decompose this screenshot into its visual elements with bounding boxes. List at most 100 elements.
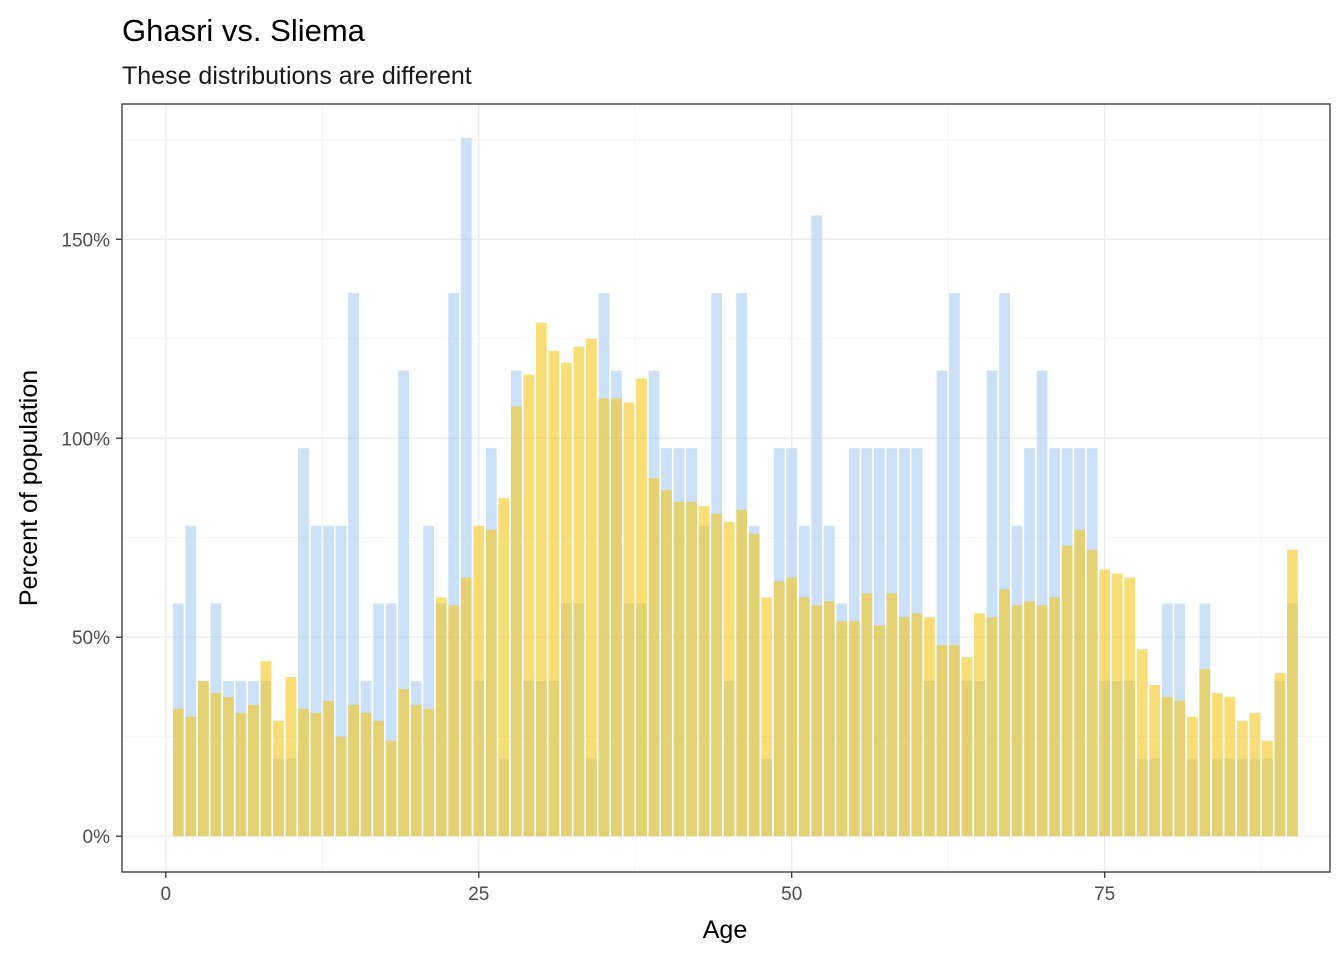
- bar-series-2-age-81: [1174, 700, 1186, 837]
- bar-series-2-age-18: [385, 740, 397, 837]
- bar-series-2-age-87: [1249, 712, 1261, 837]
- bar-series-2-age-50: [786, 577, 798, 837]
- bar-series-2-age-1: [172, 708, 184, 837]
- bar-series-1-age-24: [460, 137, 472, 837]
- bar-series-2-age-32: [561, 362, 572, 837]
- bar-series-2-age-17: [373, 720, 385, 837]
- bar-series-2-age-75: [1099, 569, 1111, 837]
- bar-series-2-age-45: [723, 521, 735, 837]
- bar-series-2-age-3: [197, 680, 209, 837]
- bar-series-2-age-5: [223, 696, 234, 837]
- bar-series-2-age-22: [435, 597, 447, 837]
- bar-series-2-age-15: [348, 704, 359, 837]
- bar-series-2-age-60: [911, 613, 923, 837]
- bar-series-2-age-14: [335, 736, 347, 837]
- bar-series-2-age-6: [235, 712, 247, 837]
- chart-title: Ghasri vs. Sliema: [122, 13, 366, 48]
- bar-series-2-age-35: [598, 398, 610, 837]
- bar-series-2-age-70: [1036, 605, 1048, 837]
- bar-series-2-age-39: [648, 478, 660, 837]
- bar-series-2-age-38: [636, 378, 647, 837]
- bar-series-2-age-4: [210, 692, 222, 837]
- bar-series-2-age-76: [1111, 573, 1123, 837]
- bar-series-1-age-13: [323, 525, 334, 837]
- bar-series-2-age-21: [423, 708, 435, 837]
- bar-series-2-age-80: [1161, 696, 1173, 837]
- bar-series-2-age-54: [836, 621, 848, 837]
- chart-subtitle: These distributions are different: [122, 62, 472, 90]
- bar-series-2-age-26: [485, 529, 497, 837]
- bar-series-2-age-53: [823, 601, 835, 837]
- bar-series-2-age-83: [1199, 669, 1211, 837]
- bar-series-1-age-21: [423, 525, 435, 837]
- bar-series-2-age-69: [1024, 601, 1035, 837]
- bars: [172, 137, 1298, 837]
- bar-series-2-age-78: [1136, 649, 1148, 837]
- bar-series-2-age-90: [1287, 549, 1298, 837]
- x-tick-label: 25: [468, 884, 489, 905]
- x-tick-label: 75: [1094, 884, 1115, 905]
- x-axis-title: Age: [703, 916, 747, 944]
- bar-series-2-age-23: [448, 605, 460, 837]
- y-tick-label: 50%: [72, 628, 110, 649]
- bar-series-2-age-20: [410, 704, 422, 837]
- bar-series-2-age-51: [798, 597, 810, 837]
- bar-series-1-age-67: [999, 293, 1010, 837]
- bar-series-1-age-15: [348, 293, 359, 837]
- bar-series-2-age-56: [861, 593, 873, 837]
- bar-series-2-age-7: [248, 704, 259, 837]
- bar-series-2-age-30: [535, 322, 547, 837]
- bar-series-2-age-44: [711, 513, 722, 837]
- bar-series-2-age-71: [1049, 597, 1060, 837]
- bar-series-2-age-63: [949, 645, 960, 837]
- bar-series-1-age-52: [811, 215, 823, 837]
- bar-series-2-age-88: [1262, 740, 1273, 837]
- bar-series-2-age-67: [999, 589, 1010, 837]
- bar-series-1-age-70: [1036, 370, 1048, 837]
- bar-series-1-age-12: [310, 525, 322, 837]
- y-tick-label: 0%: [83, 827, 111, 848]
- bar-series-2-age-66: [986, 617, 998, 837]
- bar-series-2-age-41: [673, 501, 685, 837]
- bar-series-2-age-46: [736, 509, 748, 837]
- bar-series-1-age-2: [185, 525, 197, 837]
- bar-series-2-age-33: [573, 346, 585, 837]
- bar-series-2-age-2: [185, 716, 197, 837]
- bar-series-2-age-34: [586, 338, 597, 837]
- bar-series-2-age-36: [611, 398, 622, 837]
- axis-ticks: 0 25 50 75 0% 50% 100% 150%: [61, 230, 1115, 905]
- y-tick-label: 100%: [61, 429, 110, 450]
- bar-series-2-age-82: [1186, 716, 1198, 837]
- bar-series-2-age-27: [498, 497, 510, 837]
- bar-series-1-age-14: [335, 525, 347, 837]
- bar-series-2-age-19: [398, 688, 410, 837]
- bar-series-2-age-77: [1124, 577, 1136, 837]
- bar-series-1-age-11: [298, 448, 309, 837]
- bar-series-2-age-9: [273, 720, 284, 837]
- bar-series-1-age-66: [986, 370, 998, 837]
- bar-series-2-age-11: [298, 708, 309, 837]
- bar-series-1-age-18: [385, 603, 397, 837]
- bar-series-2-age-43: [698, 505, 710, 837]
- bar-series-2-age-57: [873, 625, 885, 837]
- bar-series-2-age-16: [360, 712, 372, 837]
- bar-series-2-age-84: [1211, 692, 1223, 837]
- bar-series-2-age-52: [811, 605, 823, 837]
- bar-series-2-age-58: [886, 593, 898, 837]
- bar-series-2-age-40: [661, 489, 672, 837]
- bar-series-2-age-28: [510, 406, 522, 837]
- bar-series-2-age-55: [848, 621, 860, 837]
- bar-series-2-age-59: [899, 617, 910, 837]
- bar-series-2-age-64: [961, 657, 973, 837]
- bar-series-2-age-65: [974, 613, 985, 837]
- bar-series-2-age-25: [473, 525, 485, 837]
- bar-series-2-age-37: [623, 402, 635, 837]
- bar-series-2-age-47: [748, 533, 760, 837]
- bar-series-2-age-10: [285, 677, 297, 837]
- bar-series-2-age-85: [1224, 696, 1236, 837]
- y-tick-label: 150%: [61, 230, 110, 251]
- bar-series-2-age-61: [924, 617, 935, 837]
- bar-series-2-age-29: [523, 374, 535, 837]
- bar-series-2-age-48: [761, 597, 773, 837]
